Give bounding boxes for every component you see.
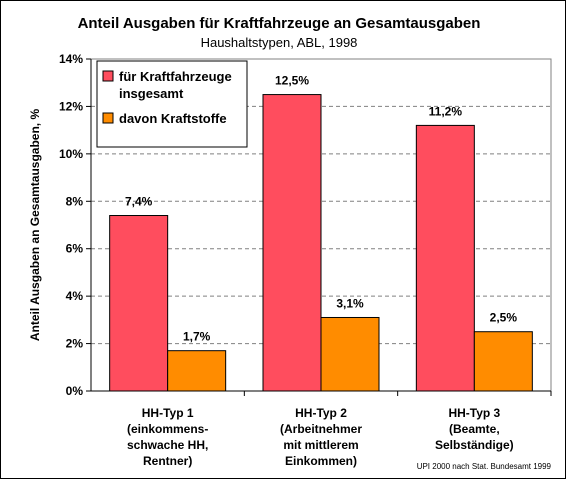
x-category-line: Selbständige) — [435, 438, 514, 452]
y-axis-label: Anteil Ausgaben an Gesamtausgaben, % — [28, 109, 42, 342]
x-category-line: schwache HH, — [127, 438, 208, 452]
bar — [320, 316, 380, 392]
x-category-line: HH-Typ 2 — [295, 406, 347, 420]
x-category-line: (einkommens- — [127, 422, 208, 436]
source-note: UPI 2000 nach Stat. Bundesamt 1999 — [417, 462, 552, 471]
x-category-line: Rentner) — [143, 454, 192, 468]
y-tick-label: 10% — [59, 147, 83, 161]
plot-area: 0% 2% 4% 6% 8% 10% 12% 14% 7,4% 1,7% HH-Typ 1 (eink… — [59, 52, 552, 468]
legend-swatch — [102, 112, 114, 124]
x-category-label: HH-Typ 1 (einkommens-schwache HH, Rentner) — [127, 406, 208, 468]
legend-label-line: insgesamt — [119, 86, 184, 101]
bar — [167, 350, 227, 392]
legend-swatch — [102, 70, 114, 82]
x-category-line: HH-Typ 1 — [142, 406, 194, 420]
data-label: 1,7% — [183, 330, 211, 344]
data-label: 3,1% — [336, 296, 364, 310]
x-category-label: HH-Typ 2 (Arbeitnehmer mit mittlerem Einkom… — [280, 406, 362, 468]
data-label: 2,5% — [490, 311, 518, 325]
y-tick-label: 0% — [66, 384, 84, 398]
legend-box — [96, 60, 248, 148]
y-tick-label: 12% — [59, 99, 83, 113]
data-label: 7,4% — [125, 195, 153, 209]
y-tick-label: 8% — [66, 194, 84, 208]
chart-subtitle: Haushaltstypen, ABL, 1998 — [201, 35, 358, 50]
bar — [109, 215, 169, 392]
y-tick-label: 14% — [59, 52, 83, 66]
x-category-line: mit mittlerem — [283, 438, 358, 452]
y-tick-label: 6% — [66, 242, 84, 256]
data-label: 11,2% — [429, 104, 463, 118]
y-tick-label: 2% — [66, 337, 84, 351]
bar — [262, 94, 322, 392]
x-category-line: HH-Typ 3 — [448, 406, 500, 420]
legend-label: für Kraftfahrzeuge insgesamt — [119, 69, 232, 101]
x-category-label: HH-Typ 3 (Beamte, Selbständige) — [435, 406, 514, 452]
legend-label-line: davon Kraftstoffe — [119, 111, 227, 126]
x-category-line: (Beamte, — [449, 422, 500, 436]
bar — [473, 331, 533, 392]
bar — [415, 124, 475, 392]
y-tick-label: 4% — [66, 289, 84, 303]
x-category-line: (Arbeitnehmer — [280, 422, 362, 436]
x-category-line: Einkommen) — [285, 454, 357, 468]
legend-label-line: für Kraftfahrzeuge — [119, 69, 232, 84]
legend-label: davon Kraftstoffe — [119, 111, 227, 126]
data-label: 12,5% — [275, 74, 309, 88]
chart-title: Anteil Ausgaben für Kraftfahrzeuge an Ge… — [78, 15, 481, 32]
